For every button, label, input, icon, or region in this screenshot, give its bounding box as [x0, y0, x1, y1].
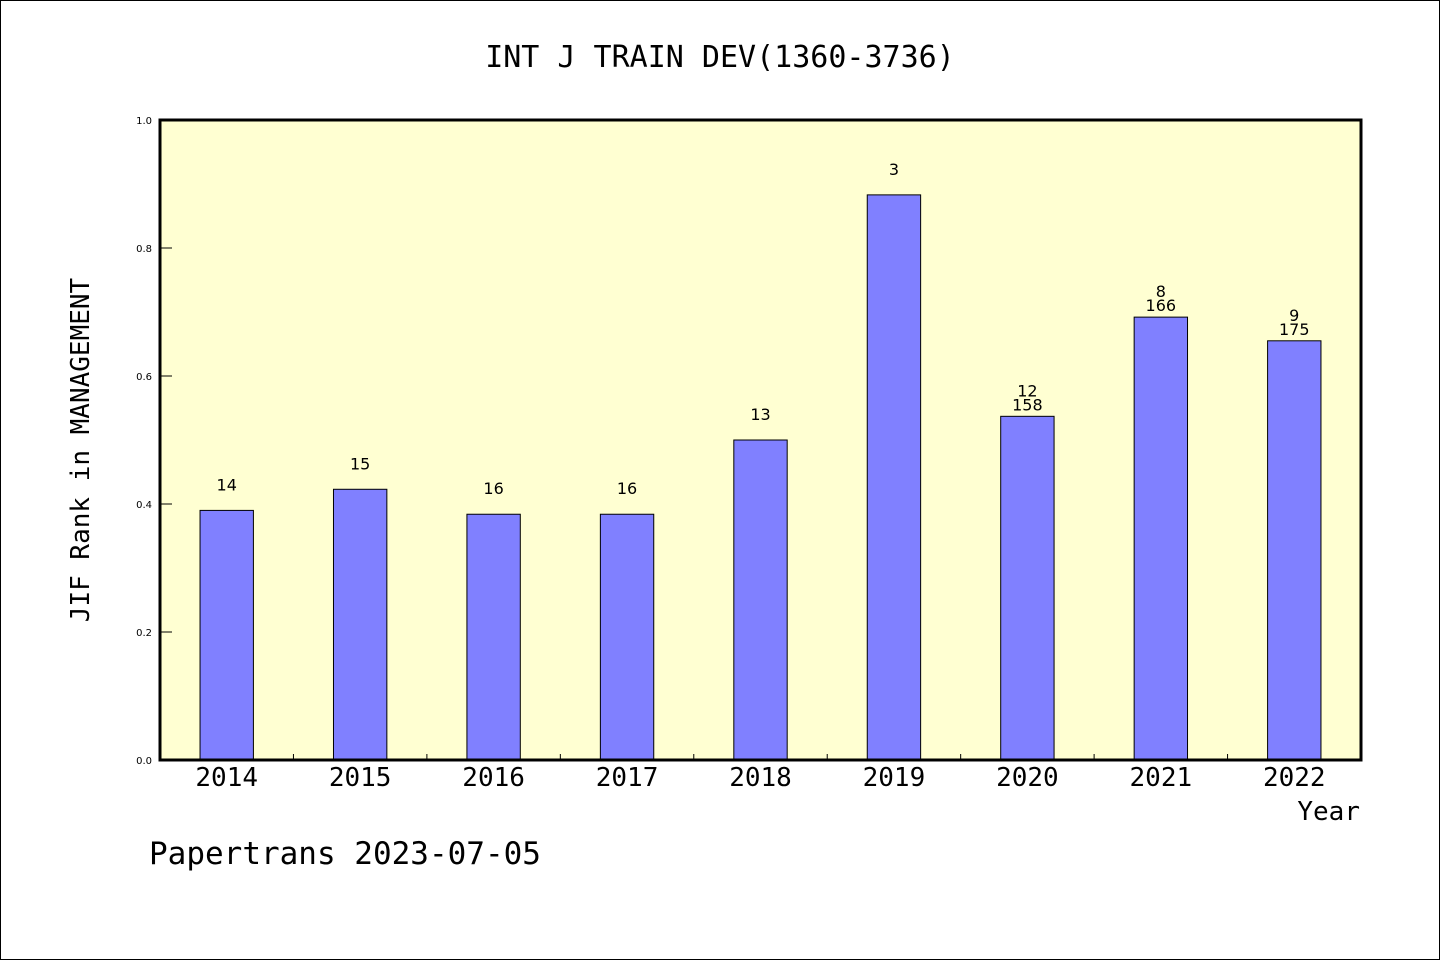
bar-series: [199, 194, 1322, 761]
y-axis-label: JIF Rank in MANAGEMENT: [66, 277, 96, 622]
x-axis: 2014 2015 2016 2017 2018 2019 2020 2021 2022: [195, 754, 1326, 793]
bar-label-rank: 12: [1017, 381, 1037, 400]
bar-label-rank: 9: [1289, 306, 1299, 325]
bar-label-total: 158: [1012, 395, 1043, 414]
bar-label: 13: [750, 405, 770, 424]
x-tick-label: 2015: [329, 763, 392, 793]
bar-label-total: 166: [1146, 296, 1177, 315]
bar-2017: [599, 513, 655, 761]
footer-text: Papertrans 2023-07-05: [149, 836, 541, 872]
x-axis-label: Year: [1297, 797, 1360, 827]
bar-2015: [332, 488, 388, 761]
y-tick-label: 0.2: [136, 628, 152, 639]
y-tick-label: 0.8: [136, 244, 152, 255]
y-tick-label: 0.0: [136, 756, 152, 767]
bar-label: 3: [889, 160, 899, 179]
bar-label-rank: 8: [1156, 282, 1166, 301]
x-tick-label: 2020: [996, 763, 1059, 793]
x-tick-label: 2014: [195, 763, 258, 793]
plot-border: [158, 118, 1363, 762]
bar-2014: [199, 509, 254, 761]
chart-title: INT J TRAIN DEV(1360-3736): [485, 40, 955, 75]
bar-2018: [733, 439, 788, 761]
y-tick-label: 1.0: [136, 116, 152, 127]
y-tick-label: 0.6: [136, 372, 152, 383]
y-tick-label: 0.4: [136, 500, 152, 511]
x-tick-label: 2019: [863, 763, 926, 793]
bar-label-total: 175: [1279, 320, 1310, 339]
bar-2020: [1000, 415, 1055, 761]
x-tick-label: 2018: [729, 763, 792, 793]
bar-label: 16: [483, 479, 503, 498]
bar-label: 16: [617, 479, 637, 498]
x-tick-label: 2016: [462, 763, 525, 793]
x-tick-label: 2017: [596, 763, 659, 793]
bar-2016: [466, 513, 521, 761]
bar-2022: [1267, 340, 1322, 761]
y-axis: 0.0 0.2 0.4 0.6 0.8 1.0: [136, 116, 172, 767]
x-tick-label: 2021: [1130, 763, 1193, 793]
bar-2021: [1133, 316, 1189, 761]
x-tick-label: 2022: [1263, 763, 1326, 793]
bar-label: 15: [350, 454, 370, 473]
bar-2019: [866, 194, 922, 761]
bar-label: 14: [217, 475, 237, 494]
